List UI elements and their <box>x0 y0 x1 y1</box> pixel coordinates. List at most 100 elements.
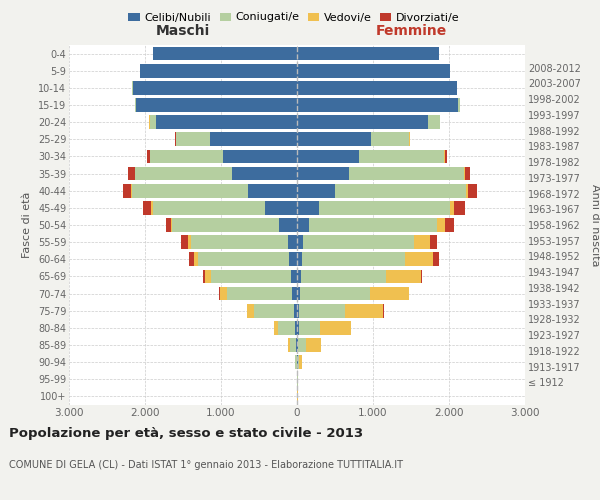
Bar <box>220 286 227 300</box>
Bar <box>188 236 191 249</box>
Bar <box>450 201 454 214</box>
Bar <box>152 201 265 214</box>
Bar <box>468 184 476 198</box>
Bar <box>297 98 458 112</box>
Bar <box>458 98 460 112</box>
Bar <box>149 116 157 129</box>
Bar <box>176 132 209 146</box>
Bar <box>223 150 297 164</box>
Bar <box>136 98 297 112</box>
Bar <box>430 236 437 249</box>
Bar <box>349 166 464 180</box>
Bar <box>454 201 464 214</box>
Bar <box>219 286 220 300</box>
Text: Femmine: Femmine <box>376 24 446 38</box>
Bar <box>466 166 470 180</box>
Bar <box>421 270 422 283</box>
Bar <box>172 218 279 232</box>
Bar <box>305 338 321 352</box>
Bar <box>205 270 211 283</box>
Bar <box>345 304 383 318</box>
Bar <box>151 201 152 214</box>
Bar <box>151 150 223 164</box>
Bar <box>124 184 131 198</box>
Bar <box>445 150 447 164</box>
Bar <box>296 338 297 352</box>
Bar <box>227 286 292 300</box>
Bar <box>279 218 297 232</box>
Bar <box>288 236 297 249</box>
Bar <box>254 304 294 318</box>
Bar <box>297 116 428 129</box>
Text: Popolazione per età, sesso e stato civile - 2013: Popolazione per età, sesso e stato civil… <box>9 428 363 440</box>
Bar <box>433 252 439 266</box>
Bar <box>297 184 335 198</box>
Bar <box>298 356 299 369</box>
Bar <box>297 286 300 300</box>
Bar <box>211 270 291 283</box>
Bar <box>297 201 319 214</box>
Bar <box>320 321 351 334</box>
Bar <box>288 338 290 352</box>
Bar <box>437 218 445 232</box>
Bar <box>299 356 302 369</box>
Bar <box>298 338 305 352</box>
Bar <box>248 184 297 198</box>
Bar <box>297 270 301 283</box>
Bar <box>143 201 151 214</box>
Bar <box>278 321 295 334</box>
Y-axis label: Anni di nascita: Anni di nascita <box>590 184 600 266</box>
Bar <box>132 184 248 198</box>
Bar <box>304 236 415 249</box>
Bar <box>370 286 409 300</box>
Bar <box>247 304 254 318</box>
Bar <box>335 184 466 198</box>
Bar <box>171 218 172 232</box>
Bar <box>290 338 296 352</box>
Bar <box>445 218 454 232</box>
Bar <box>291 270 297 283</box>
Bar <box>274 321 278 334</box>
Bar <box>135 166 232 180</box>
Bar <box>309 218 437 232</box>
Bar <box>194 252 198 266</box>
Bar <box>181 236 188 249</box>
Bar <box>297 321 299 334</box>
Bar <box>297 46 439 60</box>
Bar <box>299 304 345 318</box>
Bar <box>133 81 297 94</box>
Bar <box>359 150 445 164</box>
Bar <box>319 201 450 214</box>
Bar <box>386 270 421 283</box>
Bar <box>297 356 298 369</box>
Bar <box>428 116 439 129</box>
Bar <box>297 166 349 180</box>
Bar <box>292 286 297 300</box>
Bar <box>152 46 297 60</box>
Bar <box>297 252 302 266</box>
Bar <box>371 132 409 146</box>
Bar <box>135 98 136 112</box>
Bar <box>140 64 297 78</box>
Bar <box>166 218 171 232</box>
Bar <box>294 304 297 318</box>
Bar <box>289 252 297 266</box>
Bar <box>299 321 320 334</box>
Bar <box>232 166 297 180</box>
Bar <box>415 236 430 249</box>
Legend: Celibi/Nubili, Coniugati/e, Vedovi/e, Divorziati/e: Celibi/Nubili, Coniugati/e, Vedovi/e, Di… <box>124 8 464 27</box>
Bar <box>300 286 370 300</box>
Y-axis label: Fasce di età: Fasce di età <box>22 192 32 258</box>
Bar <box>466 184 468 198</box>
Bar <box>209 132 297 146</box>
Bar <box>295 356 296 369</box>
Bar <box>190 252 194 266</box>
Bar <box>157 116 297 129</box>
Bar <box>203 270 205 283</box>
Bar <box>297 338 298 352</box>
Bar <box>297 64 450 78</box>
Bar <box>297 81 457 94</box>
Bar <box>297 304 299 318</box>
Bar <box>406 252 433 266</box>
Bar <box>265 201 297 214</box>
